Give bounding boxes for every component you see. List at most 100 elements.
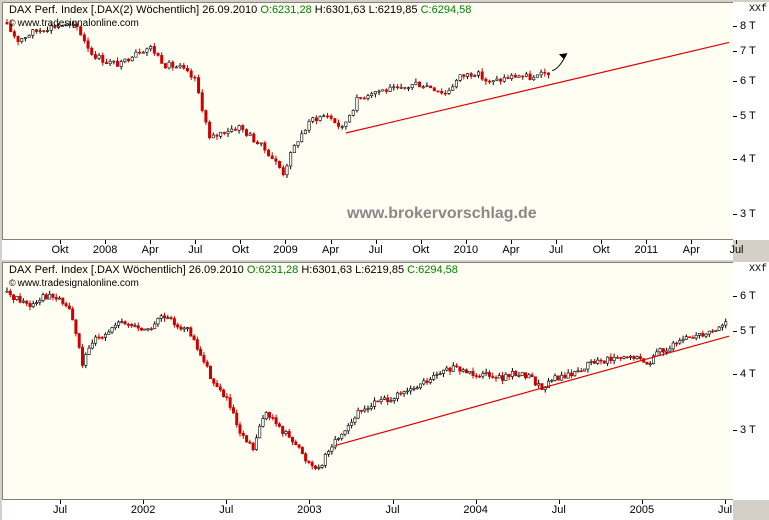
bottom-candle-body	[379, 399, 383, 403]
top-candle-body	[292, 145, 296, 153]
bottom-candle-body	[396, 392, 400, 399]
top-high-value: H:6301,63	[314, 4, 366, 16]
bottom-candle-body	[238, 424, 242, 434]
bottom-candle-body	[140, 327, 144, 331]
bottom-candle-body	[64, 303, 68, 307]
top-close-value: C:6294,58	[420, 4, 472, 16]
bottom-candle-body	[297, 444, 301, 448]
bottom-candle-body	[553, 375, 557, 381]
bottom-trendline[interactable]	[335, 335, 730, 447]
top-candle-body	[528, 73, 532, 80]
top-y-tick-label: 4 T	[740, 152, 756, 165]
top-candle-body	[307, 120, 311, 131]
top-x-tick-label: Okt	[51, 244, 69, 256]
top-y-tick-mark	[733, 51, 737, 53]
bottom-candle-body	[369, 406, 373, 409]
bottom-candle-body	[550, 379, 554, 382]
bottom-candle-body	[504, 373, 508, 381]
top-candle-body	[79, 26, 83, 36]
top-candle-body	[480, 71, 484, 80]
bottom-candle-body	[343, 430, 347, 435]
bottom-chart-options-icon[interactable]: XXf	[748, 264, 767, 275]
bottom-date-label: 26.09.2010	[188, 264, 244, 276]
bottom-candle-body	[602, 360, 606, 364]
top-candle-body	[255, 141, 259, 145]
bottom-candle-body	[661, 348, 665, 353]
bottom-candle-body	[596, 359, 600, 364]
bottom-y-tick-label: 3 T	[740, 423, 756, 436]
bottom-candle-body	[563, 374, 567, 379]
bottom-candle-body	[15, 296, 19, 300]
bottom-candle-body	[350, 421, 354, 426]
bottom-y-tick-mark	[733, 429, 737, 431]
bottom-candle-body	[471, 371, 475, 376]
top-candle-body	[156, 52, 160, 56]
bottom-candle-body	[87, 347, 91, 355]
bottom-candle-body	[428, 379, 432, 383]
top-candle-body	[506, 77, 510, 80]
top-x-tick-mark	[105, 240, 107, 244]
bottom-candle-body	[304, 453, 308, 462]
bottom-candle-body	[599, 359, 603, 362]
top-candle-body	[152, 46, 156, 54]
top-candle-body	[101, 54, 105, 63]
top-candle-body	[373, 91, 377, 95]
bottom-candle-body	[254, 437, 258, 450]
top-candle-body	[116, 60, 120, 67]
bottom-candle-body	[438, 373, 442, 375]
top-candle-body	[127, 58, 131, 62]
top-candle-body	[300, 133, 304, 143]
top-plot-area[interactable]: DAX Perf. Index [.DAX(2) Wöchentlich] 26…	[2, 2, 734, 240]
top-source-label: © www.tradesignalonline.com	[9, 18, 139, 29]
top-candle-body	[68, 23, 72, 26]
top-candle-body	[289, 152, 293, 167]
bottom-candle-body	[520, 372, 524, 376]
bottom-plot-area[interactable]: DAX Perf. Index [.DAX Wöchentlich] 26.09…	[2, 262, 734, 500]
bottom-candle-body	[235, 412, 239, 426]
bottom-candle-body	[218, 386, 222, 391]
bottom-candle-body	[478, 375, 482, 378]
bottom-candle-body	[517, 375, 521, 377]
top-trendline[interactable]	[345, 41, 730, 134]
top-chart-header: DAX Perf. Index [.DAX(2) Wöchentlich] 26…	[9, 4, 471, 16]
top-candle-body	[112, 60, 116, 63]
bottom-candle-body	[415, 387, 419, 390]
bottom-candle-body	[287, 431, 291, 438]
bottom-candle-body	[251, 442, 255, 450]
bottom-candle-body	[202, 355, 206, 363]
bottom-x-tick-label: 2003	[297, 504, 322, 516]
top-y-tick-label: 6 T	[740, 74, 756, 87]
bottom-candle-body	[67, 305, 71, 310]
copyright-icon: ©	[9, 18, 16, 28]
top-candle-body	[539, 71, 543, 76]
bottom-candle-body	[113, 324, 117, 328]
bottom-candle-body	[97, 336, 101, 339]
top-candle-body	[337, 122, 341, 127]
top-candle-body	[193, 76, 197, 79]
bottom-candle-body	[353, 417, 357, 423]
bottom-candle-body	[566, 372, 570, 379]
top-candle-body	[57, 25, 61, 28]
top-candle-body	[90, 47, 94, 55]
top-candle-body	[388, 86, 392, 92]
top-y-axis: XXf 3 T 4 T 5 T 6 T 7 T 8 T	[733, 2, 769, 240]
bottom-candle-body	[307, 460, 311, 463]
bottom-candle-body	[41, 294, 45, 301]
bottom-candle-body	[159, 315, 163, 319]
top-y-tick-mark	[733, 158, 737, 160]
bottom-candle-body	[576, 370, 580, 373]
top-candle-body	[23, 37, 27, 39]
top-x-tick-mark	[375, 240, 377, 244]
bottom-candle-body	[327, 450, 331, 455]
bottom-candle-body	[156, 318, 160, 325]
bottom-candle-body	[264, 412, 268, 420]
bottom-source-text: www.tradesignalonline.com	[17, 278, 139, 289]
bottom-candle-body	[366, 408, 370, 410]
bottom-candle-body	[35, 302, 39, 304]
bottom-x-tick-label: Jul	[52, 504, 68, 516]
top-candle-body	[362, 97, 366, 100]
top-candle-body	[46, 30, 50, 32]
top-chart-options-icon[interactable]: XXf	[748, 4, 767, 15]
bottom-candle-body	[248, 441, 252, 444]
top-candle-body	[93, 54, 97, 59]
